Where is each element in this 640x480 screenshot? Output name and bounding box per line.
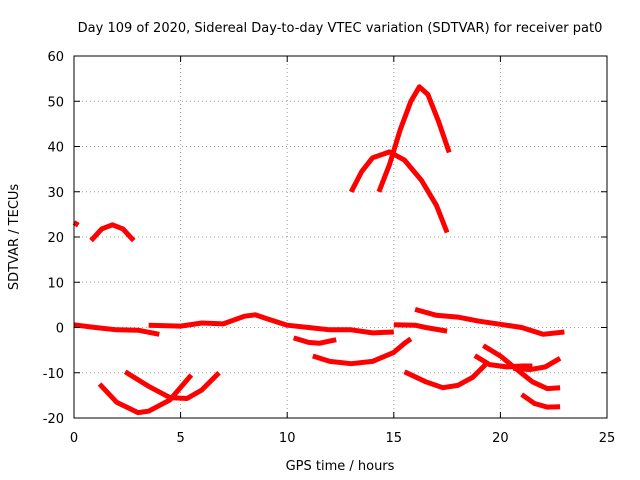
axis-ticks xyxy=(73,55,608,419)
series-trace-14 xyxy=(512,356,562,373)
y-tick-label: -20 xyxy=(43,412,64,427)
y-axis-label: SDTVAR / TECUs xyxy=(7,184,22,291)
series-trace-13 xyxy=(482,343,561,392)
series-trace-1 xyxy=(72,220,80,228)
series-trace-4 xyxy=(148,312,394,336)
y-tick-label: 20 xyxy=(47,231,64,246)
series-trace-16 xyxy=(348,149,450,234)
series-trace-7 xyxy=(292,335,337,346)
chart-title: Day 109 of 2020, Sidereal Day-to-day VTE… xyxy=(78,21,603,36)
y-tick-label: 30 xyxy=(47,186,64,201)
series-trace-2 xyxy=(89,222,136,243)
x-tick-label: 25 xyxy=(599,431,616,446)
x-tick-labels: 0 5 10 15 20 25 xyxy=(70,431,615,446)
series-trace-6 xyxy=(414,306,565,337)
x-tick-label: 0 xyxy=(70,431,78,446)
series-trace-12 xyxy=(473,353,533,370)
y-tick-label: 10 xyxy=(47,276,64,291)
series-trace-5 xyxy=(393,322,448,334)
y-tick-label: 40 xyxy=(47,141,64,156)
series-trace-10 xyxy=(123,369,221,401)
y-tick-label: 50 xyxy=(47,95,64,110)
series-trace-3 xyxy=(73,322,160,337)
y-tick-labels: -20 -10 0 10 20 30 40 50 60 xyxy=(43,50,64,427)
x-tick-label: 5 xyxy=(176,431,184,446)
series-trace-8 xyxy=(312,336,413,367)
x-tick-label: 15 xyxy=(386,431,403,446)
series-trace-17 xyxy=(376,84,452,193)
series-trace-9 xyxy=(97,373,194,416)
x-tick-label: 10 xyxy=(279,431,296,446)
series-trace-15 xyxy=(520,392,561,410)
x-tick-label: 20 xyxy=(492,431,509,446)
y-tick-label: 60 xyxy=(47,50,64,65)
x-axis-label: GPS time / hours xyxy=(286,459,395,474)
y-tick-label: 0 xyxy=(56,322,64,337)
series-trace-11 xyxy=(403,362,488,391)
y-tick-label: -10 xyxy=(43,367,64,382)
series-layer xyxy=(72,84,565,416)
